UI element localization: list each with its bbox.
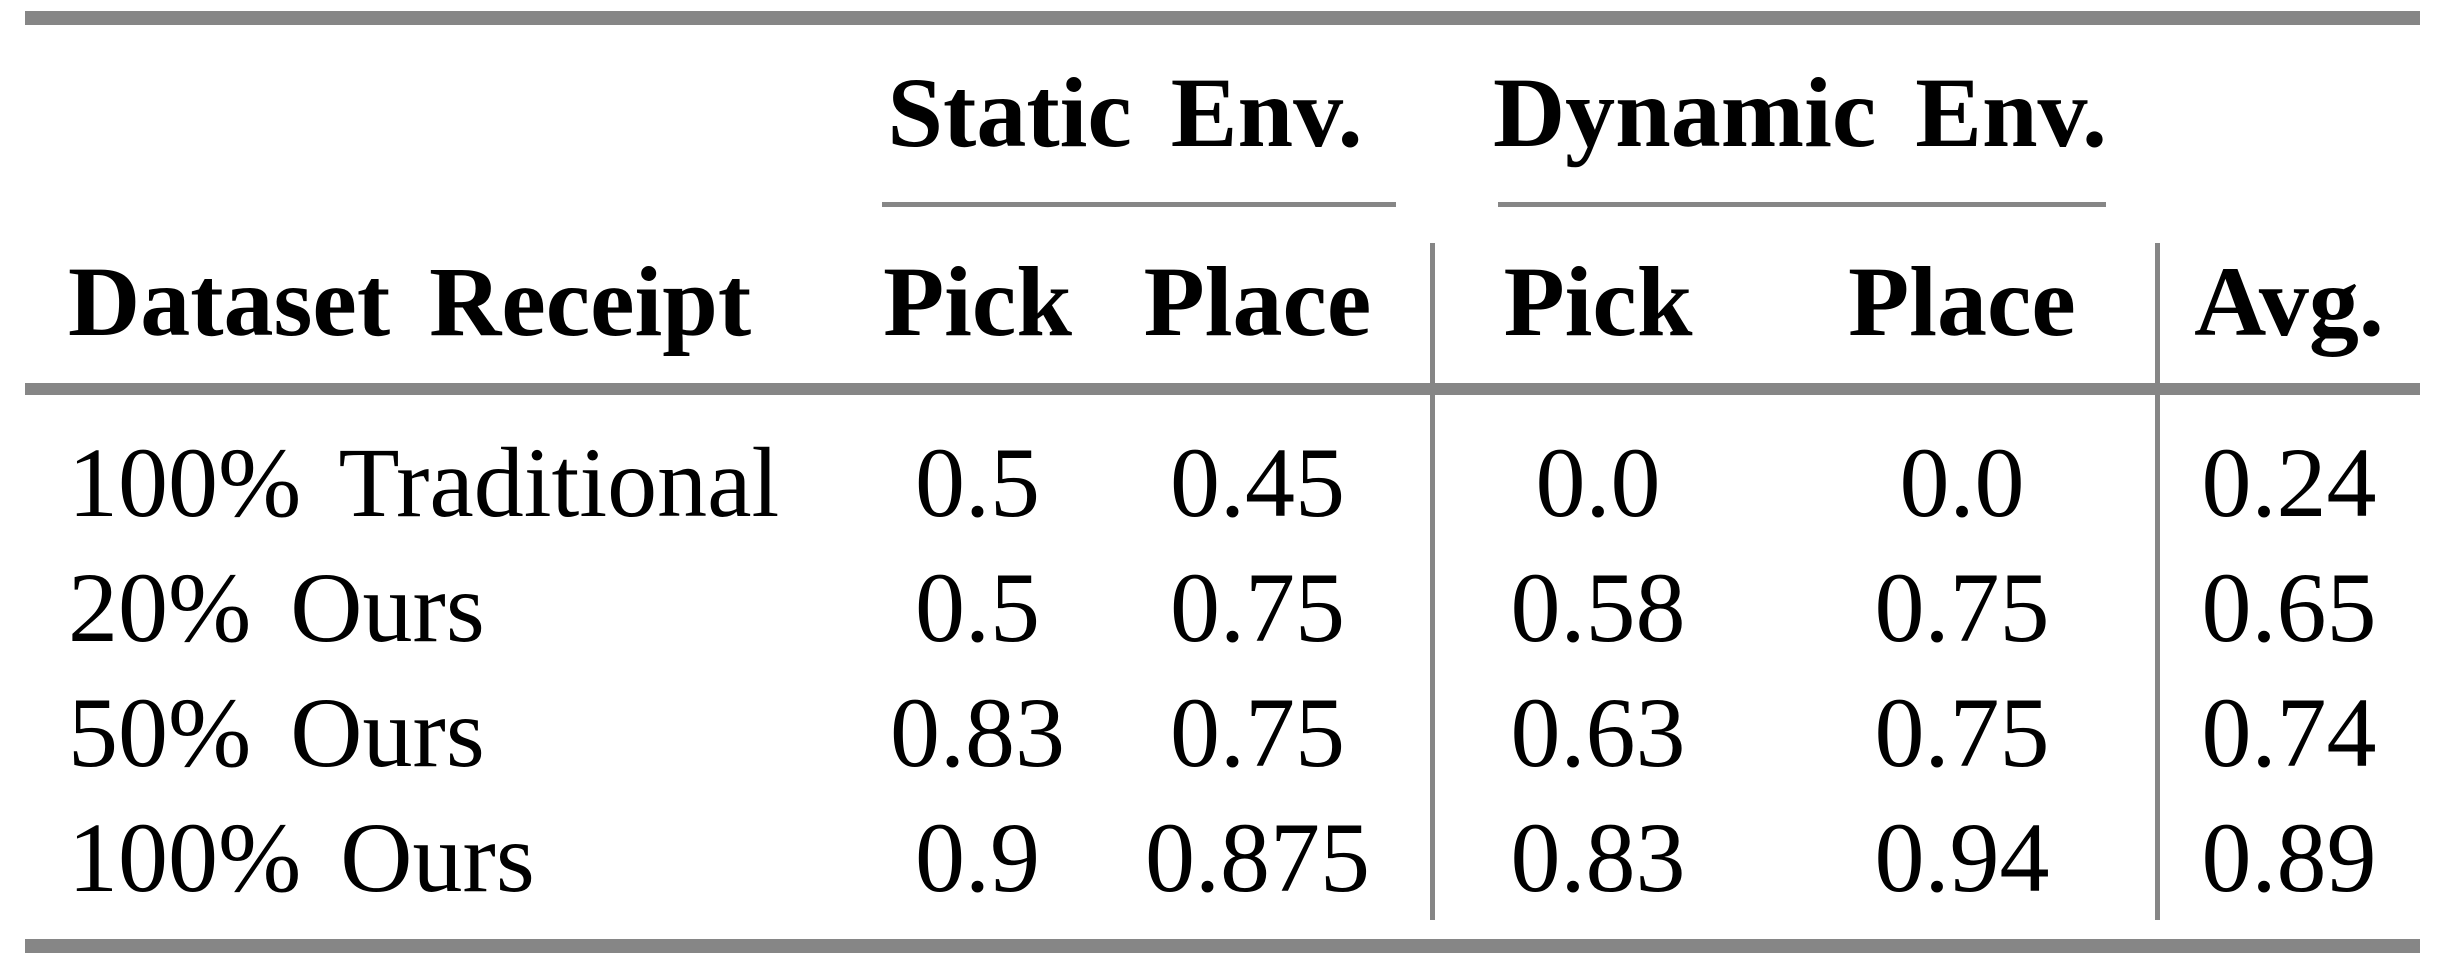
table-cell: 0.83 (1510, 801, 1686, 913)
vertical-separator-static-dynamic (1430, 243, 1435, 920)
table-cell: 0.89 (2201, 801, 2377, 913)
column-group-header-dynamic: Dynamic Env. (1492, 57, 2108, 168)
table-cell: 0.5 (915, 551, 1040, 663)
table-cell: 0.63 (1510, 676, 1686, 788)
table-bottom-rule (25, 939, 2420, 953)
column-header-avg: Avg. (2194, 246, 2384, 357)
table-cell: 0.24 (2201, 426, 2377, 538)
table-cell: 0.45 (1170, 426, 1345, 538)
table-body: 100% Traditional 0.5 0.45 0.0 0.0 0.24 2… (25, 420, 2420, 920)
column-header-row: Dataset Receipt Pick Place Pick Place Av… (25, 232, 2420, 372)
header-separator-rule (25, 383, 2420, 395)
column-header-dynamic-pick: Pick (1503, 246, 1693, 357)
row-label: 100% Ours (68, 801, 535, 913)
column-header-dataset-receipt: Dataset Receipt (68, 246, 752, 357)
table-cell: 0.75 (1170, 551, 1345, 663)
table-cell: 0.0 (1899, 426, 2025, 538)
table-cell: 0.74 (2201, 676, 2377, 788)
table-cell: 0.75 (1874, 676, 2050, 788)
column-header-static-place: Place (1143, 246, 1372, 357)
table-cell: 0.58 (1510, 551, 1686, 663)
table-cell: 0.0 (1535, 426, 1661, 538)
table-cell: 0.65 (2201, 551, 2377, 663)
table-cell: 0.83 (890, 676, 1065, 788)
table-cell: 0.5 (915, 426, 1040, 538)
column-header-static-pick: Pick (883, 246, 1072, 357)
row-label: 50% Ours (68, 676, 485, 788)
table-cell: 0.875 (1145, 801, 1370, 913)
table-top-rule (25, 11, 2420, 25)
row-label: 20% Ours (68, 551, 485, 663)
table-cell: 0.94 (1874, 801, 2050, 913)
vertical-separator-dynamic-avg (2155, 243, 2160, 920)
column-header-dynamic-place: Place (1848, 246, 2076, 357)
static-group-underline-rule (882, 202, 1396, 207)
table-cell: 0.75 (1874, 551, 2050, 663)
table-cell: 0.75 (1170, 676, 1345, 788)
table-cell: 0.9 (915, 801, 1040, 913)
column-group-header-static: Static Env. (887, 57, 1363, 168)
dynamic-group-underline-rule (1498, 202, 2106, 207)
row-label: 100% Traditional (68, 426, 780, 538)
